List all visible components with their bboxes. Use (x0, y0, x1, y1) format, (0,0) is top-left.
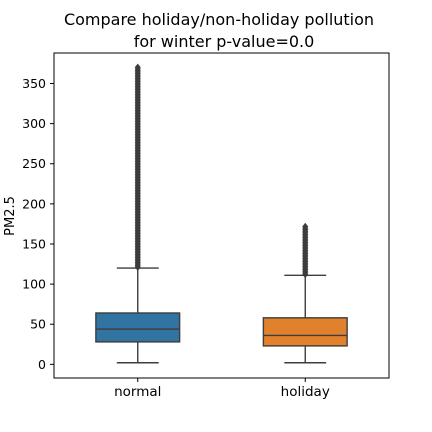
y-tick-label-4: 200 (22, 196, 46, 211)
iqr-box-holiday (262, 317, 348, 347)
x-tick-label-holiday: holiday (281, 384, 330, 400)
x-tick-label-normal: normal (114, 384, 161, 400)
outlier-point (134, 63, 141, 71)
chart-title-line-1: Compare holiday/non-holiday pollution (64, 10, 374, 29)
outliers-holiday (302, 222, 309, 279)
y-tick-label-7: 350 (22, 76, 46, 91)
box-normal (95, 63, 181, 364)
outliers-normal (134, 63, 141, 271)
iqr-box-normal (95, 312, 181, 343)
plot-frame (53, 52, 390, 379)
x-axis: normal holiday (114, 378, 330, 400)
y-axis: 0 50 100 150 200 250 300 350 (22, 76, 54, 372)
y-tick-label-1: 50 (30, 317, 46, 332)
boxes-group (95, 63, 348, 364)
box-holiday (262, 222, 348, 364)
chart-title-line-2: for winter p-value=0.0 (134, 32, 315, 51)
outlier-point (302, 222, 309, 231)
y-tick-label-6: 300 (22, 116, 46, 131)
y-tick-label-0: 0 (38, 357, 46, 372)
y-axis-label: PM2.5 (3, 196, 18, 236)
y-tick-label-2: 100 (22, 277, 46, 292)
y-tick-label-5: 250 (22, 156, 46, 171)
y-tick-label-3: 150 (22, 236, 46, 251)
